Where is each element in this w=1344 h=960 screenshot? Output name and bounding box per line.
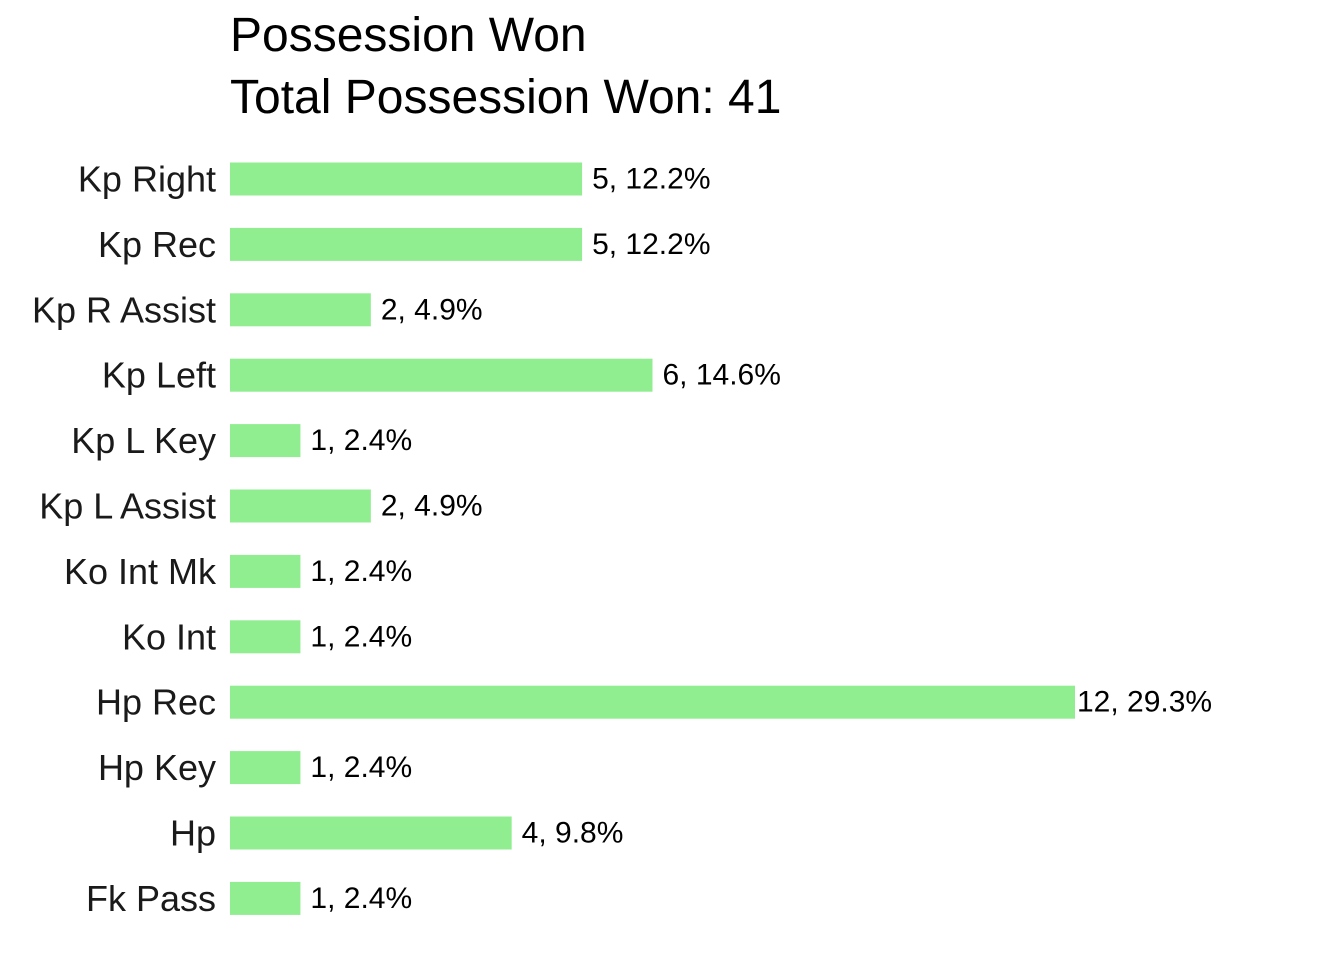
bar [230, 554, 301, 588]
bar [230, 293, 371, 327]
data-label: 4, 9.8% [522, 817, 624, 850]
category-label: Hp Rec [96, 682, 216, 723]
data-label: 2, 4.9% [381, 293, 483, 326]
chart-title: Possession Won [230, 9, 587, 62]
category-label: Kp Right [78, 159, 216, 200]
category-label: Kp Left [102, 355, 216, 396]
data-label: 5, 12.2% [592, 228, 710, 261]
data-label: 6, 14.6% [663, 359, 781, 392]
category-label: Fk Pass [86, 878, 216, 919]
bar [230, 685, 1075, 719]
category-label: Kp R Assist [32, 289, 216, 330]
data-label: 12, 29.3% [1077, 686, 1212, 719]
category-label: Kp Rec [98, 224, 216, 265]
bar [230, 424, 301, 458]
data-label: 1, 2.4% [310, 555, 412, 588]
data-label: 1, 2.4% [310, 620, 412, 653]
data-label: 1, 2.4% [310, 882, 412, 915]
category-label: Kp L Key [71, 420, 216, 461]
bar [230, 816, 512, 850]
bar [230, 489, 371, 523]
category-label: Hp Key [98, 747, 216, 788]
data-label: 1, 2.4% [310, 424, 412, 457]
bar [230, 227, 583, 261]
data-label: 5, 12.2% [592, 163, 710, 196]
data-label: 1, 2.4% [310, 751, 412, 784]
category-label: Hp [170, 813, 216, 854]
bar [230, 751, 301, 785]
category-label: Kp L Assist [39, 486, 216, 527]
data-label: 2, 4.9% [381, 490, 483, 523]
bar [230, 358, 653, 392]
category-label: Ko Int [122, 616, 216, 657]
chart-subtitle: Total Possession Won: 41 [230, 71, 782, 124]
bar [230, 162, 583, 196]
bar [230, 620, 301, 654]
bar [230, 881, 301, 915]
category-label: Ko Int Mk [64, 551, 217, 592]
